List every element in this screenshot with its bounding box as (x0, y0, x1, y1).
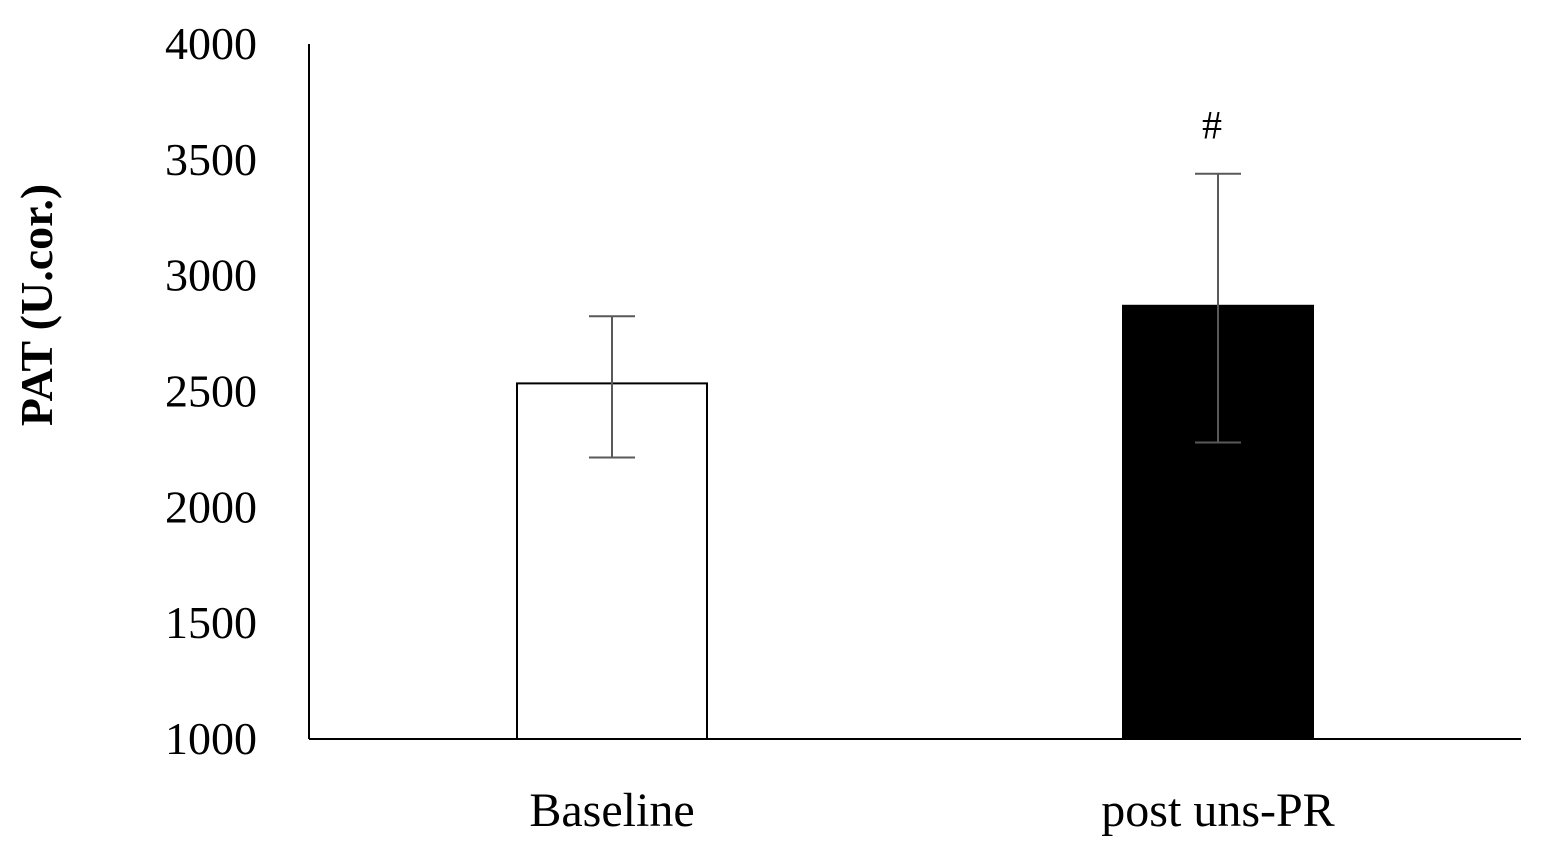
bars (516, 304, 1314, 740)
x-axis-labels: Baseline post uns-PR (529, 784, 1334, 837)
x-category-label: Baseline (529, 784, 694, 837)
y-tick-label: 2500 (165, 366, 257, 417)
y-axis-title: PAT (U.cor.) (11, 184, 62, 426)
annotations: # (1202, 103, 1222, 148)
y-tick-label: 2000 (165, 481, 257, 532)
significance-marker: # (1202, 103, 1222, 148)
y-tick-label: 3500 (165, 134, 257, 185)
x-category-label: post uns-PR (1101, 784, 1334, 837)
y-tick-label: 4000 (165, 18, 257, 69)
error-bar-post-uns-pr (1195, 172, 1241, 444)
error-bar-baseline (589, 315, 635, 459)
y-tick-label: 1000 (165, 713, 257, 764)
axes (308, 44, 1521, 740)
y-axis-title-group: PAT (U.cor.) (11, 184, 62, 426)
y-tick-label: 3000 (165, 250, 257, 301)
error-bars (589, 172, 1241, 459)
y-axis-ticks: 1000 1500 2000 2500 3000 3500 4000 (165, 18, 257, 764)
y-tick-label: 1500 (165, 597, 257, 648)
